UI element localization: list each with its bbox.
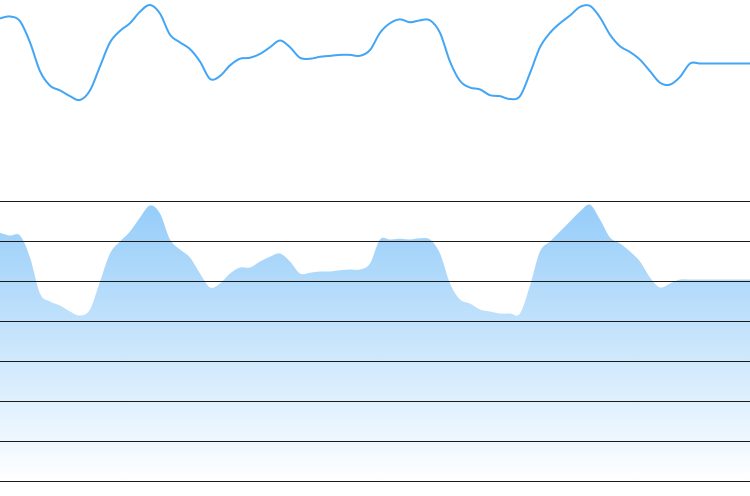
series-line [0,3,750,102]
series-area [0,204,750,482]
line-chart [0,3,750,102]
area-chart [0,201,750,482]
